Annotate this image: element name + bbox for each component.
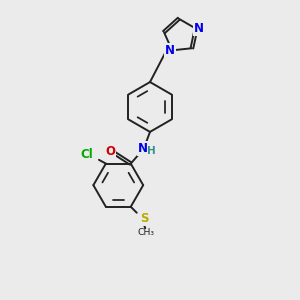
Text: CH₃: CH₃ [138, 228, 155, 237]
Text: N: N [194, 22, 204, 35]
Text: Cl: Cl [81, 148, 93, 161]
Text: N: N [165, 44, 175, 57]
Text: N: N [137, 142, 148, 155]
Text: S: S [140, 212, 148, 226]
Text: O: O [105, 145, 115, 158]
Text: H: H [147, 146, 156, 156]
